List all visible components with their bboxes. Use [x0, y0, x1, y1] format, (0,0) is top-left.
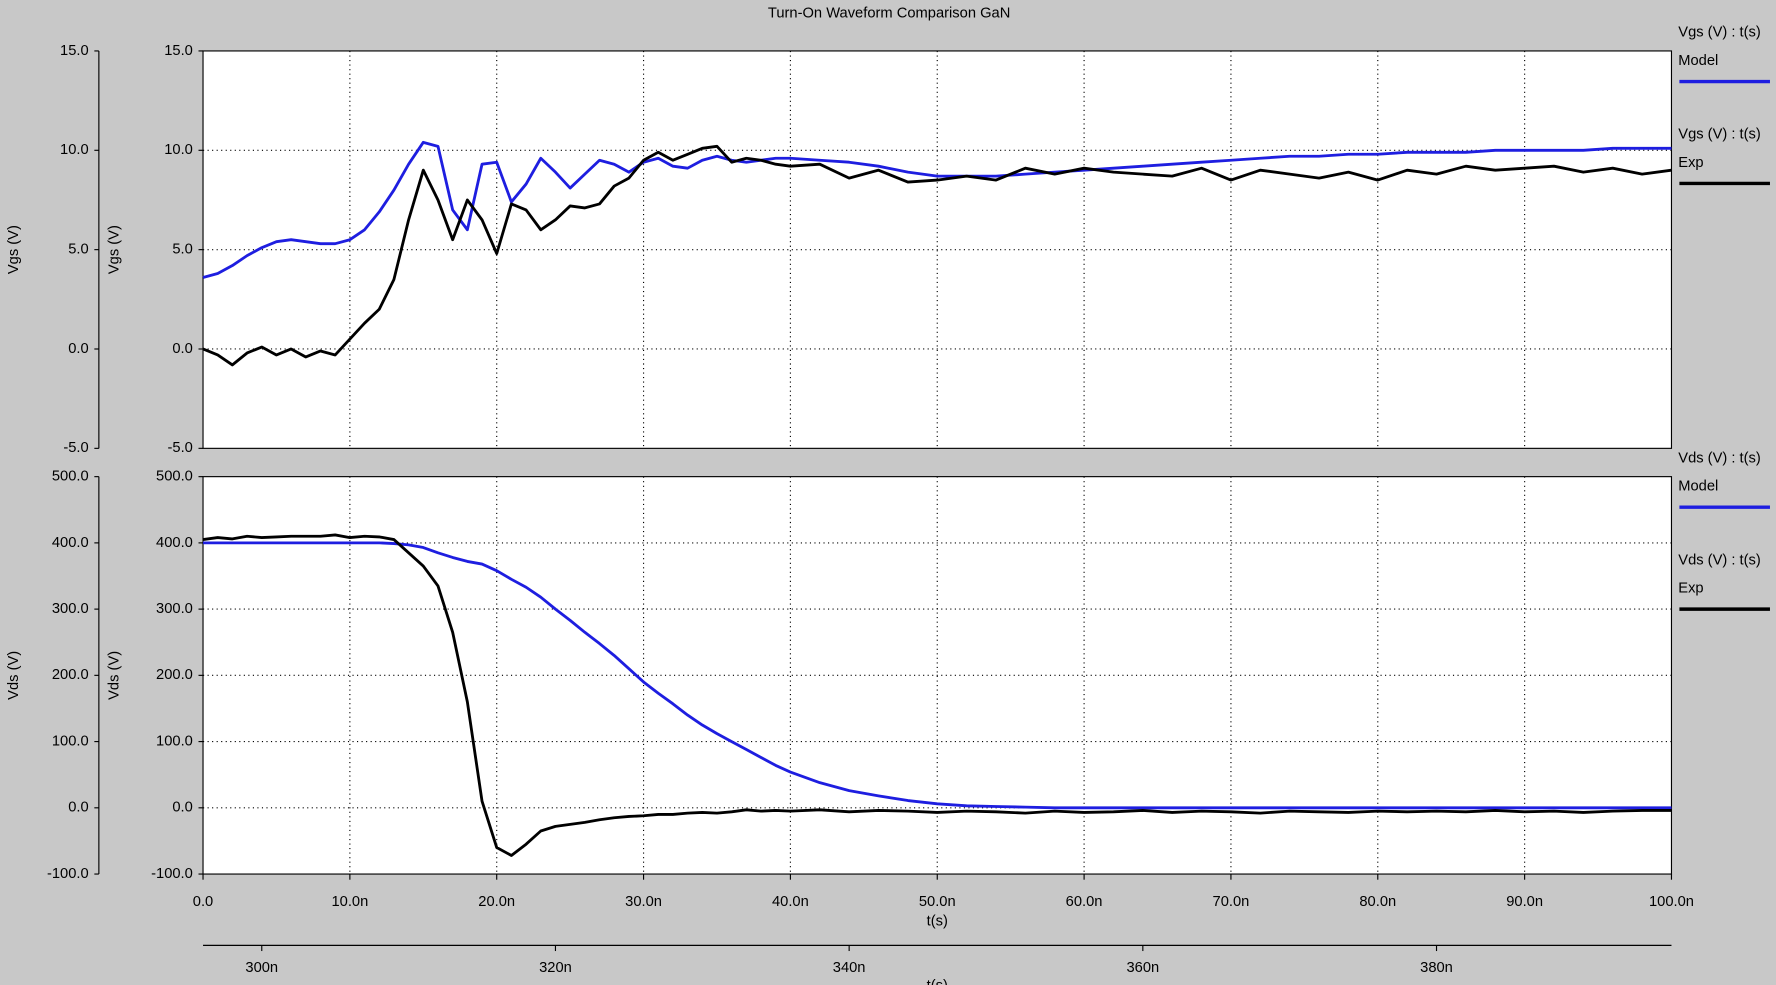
legend-label: Exp: [1678, 581, 1703, 597]
outer-y-tick-label: 0.0: [68, 800, 88, 816]
y-tick-label: 0.0: [172, 341, 192, 357]
outer-y-tick-label: 200.0: [52, 667, 89, 683]
outer-y-tick-label: 5.0: [68, 242, 88, 258]
y-axis-label: Vds (V): [107, 651, 123, 700]
legend-label: Model: [1678, 53, 1718, 69]
series-line: [203, 541, 1672, 810]
y-tick-label: 10.0: [164, 142, 193, 158]
outer-y-tick-label: 300.0: [52, 601, 89, 617]
outer-y-tick-label: 100.0: [52, 733, 89, 749]
outer-y-tick-label: 15.0: [60, 43, 89, 59]
x2-axis-label: t(s): [927, 978, 948, 985]
y-tick-label: 5.0: [172, 242, 192, 258]
x-tick-label: 10.0n: [331, 894, 368, 910]
outer-y-tick-label: -100.0: [47, 866, 89, 882]
plot-frame: [202, 476, 1673, 875]
x2-tick-label: 320n: [539, 960, 572, 976]
x-tick-label: 40.0n: [772, 894, 809, 910]
y-tick-label: -5.0: [167, 440, 192, 456]
outer-y-tick-label: 10.0: [60, 142, 89, 158]
outer-y-axis-label: Vds (V): [6, 651, 22, 700]
series-line: [202, 144, 1672, 367]
legend-signal: Vgs (V) : t(s): [1678, 25, 1761, 41]
outer-y-axis-label: Vgs (V): [6, 225, 22, 274]
series-line: [202, 533, 1672, 857]
plot-frame: [202, 50, 1673, 449]
legend-label: Model: [1678, 479, 1718, 495]
y-tick-label: 200.0: [156, 667, 193, 683]
y-tick-label: 0.0: [172, 800, 192, 816]
legend-signal: Vds (V) : t(s): [1678, 552, 1761, 568]
y-tick-label: 15.0: [164, 43, 193, 59]
x-tick-label: 80.0n: [1359, 894, 1396, 910]
x-tick-label: 100.0n: [1649, 894, 1694, 910]
x-tick-label: 0.0: [193, 894, 213, 910]
x2-tick-label: 380n: [1420, 960, 1453, 976]
y-tick-label: 100.0: [156, 733, 193, 749]
x-tick-label: 60.0n: [1066, 894, 1103, 910]
y-tick-label: -100.0: [151, 866, 193, 882]
x2-tick-label: 340n: [833, 960, 866, 976]
y-tick-label: 300.0: [156, 601, 193, 617]
outer-y-tick-label: 400.0: [52, 535, 89, 551]
outer-y-tick-label: -5.0: [63, 440, 88, 456]
x-axis-label: t(s): [927, 913, 948, 929]
y-tick-label: 500.0: [156, 469, 193, 485]
x-tick-label: 30.0n: [625, 894, 662, 910]
legend-signal: Vgs (V) : t(s): [1678, 127, 1761, 143]
outer-y-tick-label: 0.0: [68, 341, 88, 357]
outer-y-tick-label: 500.0: [52, 469, 89, 485]
x-tick-label: 90.0n: [1506, 894, 1543, 910]
y-tick-label: 400.0: [156, 535, 193, 551]
x-tick-label: 20.0n: [478, 894, 515, 910]
chart-title: Turn-On Waveform Comparison GaN: [768, 5, 1010, 21]
y-axis-label: Vgs (V): [107, 225, 123, 274]
legend-signal: Vds (V) : t(s): [1678, 450, 1761, 466]
x2-tick-label: 300n: [245, 960, 278, 976]
legend-label: Exp: [1678, 155, 1703, 171]
x-tick-label: 50.0n: [919, 894, 956, 910]
x-tick-label: 70.0n: [1213, 894, 1250, 910]
x2-tick-label: 360n: [1126, 960, 1159, 976]
series-line: [202, 140, 1672, 279]
